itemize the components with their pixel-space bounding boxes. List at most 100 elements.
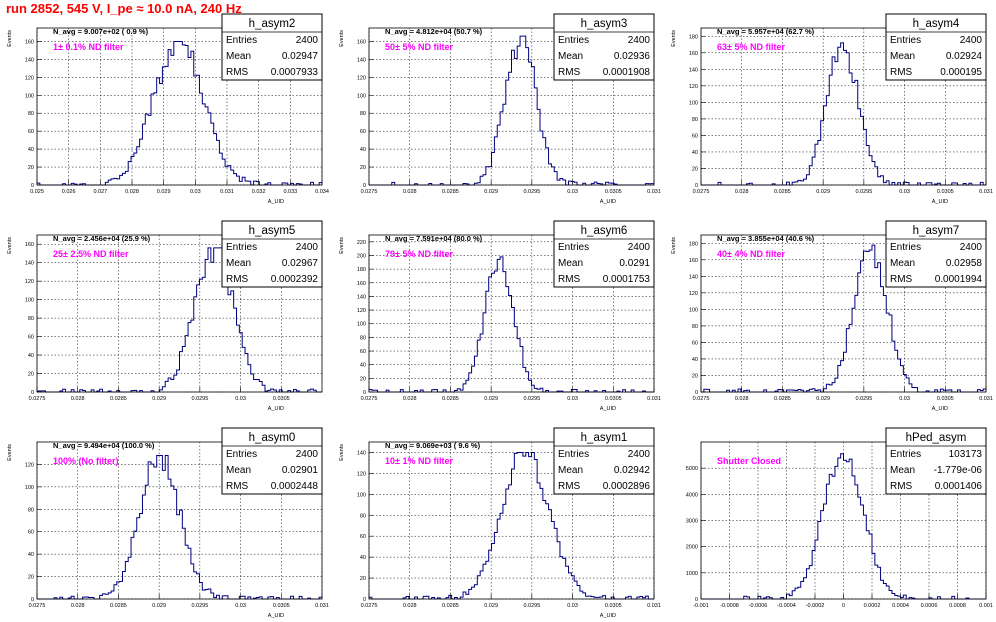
y-tick-label: 5000: [686, 466, 698, 472]
x-tick-label: 0.031: [647, 396, 661, 402]
x-tick-label: 0.028: [125, 189, 139, 195]
pad-h_asym5: 0.0275 0.028 0.0285 0.029 0.0295 0.03 0.0305 0 2…: [0, 207, 332, 414]
y-tick-label: 80: [360, 335, 366, 341]
y-tick-label: 100: [25, 485, 34, 491]
y-axis-label: Events: [7, 237, 13, 254]
stats-value-mean: 0.02936: [614, 51, 651, 62]
histogram-name: h_asym1: [581, 432, 628, 444]
histogram-line: [37, 454, 322, 600]
stats-key-rms: RMS: [558, 481, 581, 492]
x-tick-label: 0.031: [220, 189, 234, 195]
y-axis-label: Events: [7, 444, 13, 461]
stats-value-mean: 0.02958: [946, 258, 983, 269]
stats-key-rms: RMS: [890, 67, 913, 78]
filter-label: 50± 5% ND filter: [385, 42, 453, 52]
y-tick-label: 40: [692, 150, 698, 156]
x-tick-label: 0.031: [647, 189, 661, 195]
stats-box: hPed_asym Entries 103173 Mean -1.779e-06 RMS 0…: [885, 427, 987, 495]
y-tick-label: 100: [357, 93, 366, 99]
y-tick-label: 160: [25, 242, 34, 248]
y-tick-label: 3000: [686, 519, 698, 525]
x-tick-label: -0.0004: [777, 603, 796, 609]
y-tick-label: 0: [363, 597, 366, 603]
y-tick-label: 100: [25, 298, 34, 304]
y-tick-label: 160: [25, 39, 34, 45]
stats-key-rms: RMS: [226, 481, 249, 492]
y-tick-label: 40: [360, 555, 366, 561]
y-tick-label: 160: [357, 281, 366, 287]
stats-value-mean: 0.02967: [282, 258, 319, 269]
y-tick-label: 160: [689, 258, 698, 264]
stats-value-mean: 0.0291: [619, 258, 650, 269]
pad-h_asym3: 0.0275 0.028 0.0285 0.029 0.0295 0.03 0.0305 0.…: [332, 0, 664, 207]
n-avg-label: N_avg = 7.591e+04 (80.0 %): [385, 234, 483, 243]
stats-key-mean: Mean: [558, 258, 583, 269]
x-tick-label: 0.026: [62, 189, 76, 195]
stats-box: h_asym7 Entries 2400 Mean 0.02958 RMS 0.000199…: [885, 220, 987, 288]
y-tick-label: 180: [357, 267, 366, 273]
y-tick-label: 40: [692, 357, 698, 363]
x-axis-label: A_UID: [268, 199, 284, 205]
stats-box-frame: [553, 427, 655, 495]
n-avg-label: N_avg = 4.812e+04 (50.7 %): [385, 27, 483, 36]
stats-key-entries: Entries: [890, 35, 921, 46]
y-tick-label: 1000: [686, 571, 698, 577]
stats-box-frame: [221, 220, 323, 288]
pad-h_asym1: 0.0275 0.028 0.0285 0.029 0.0295 0.03 0.0305 0.…: [332, 414, 664, 621]
stats-value-rms: 0.0001406: [935, 481, 983, 492]
y-tick-label: 140: [25, 57, 34, 63]
pad-hPed_asym: -0.001 -0.0008 -0.0006 -0.0004 -0.0002 0 0.000…: [664, 414, 996, 621]
y-tick-label: 140: [689, 67, 698, 73]
y-tick-label: 0: [363, 183, 366, 189]
x-tick-label: 0.031: [979, 189, 993, 195]
stats-key-mean: Mean: [226, 465, 251, 476]
x-tick-label: 0.034: [315, 189, 329, 195]
x-tick-label: 0.029: [152, 603, 166, 609]
plot-frame: [368, 234, 655, 393]
x-tick-label: 0.03: [567, 603, 578, 609]
n-avg-label: N_avg = 2.456e+04 (25.9 %): [53, 234, 151, 243]
y-tick-label: 220: [357, 240, 366, 246]
y-tick-label: 80: [28, 111, 34, 117]
stats-value-entries: 2400: [960, 242, 983, 253]
x-tick-label: 0.0285: [110, 603, 127, 609]
y-tick-label: 80: [692, 117, 698, 123]
n-avg-label: N_avg = 9.069e+03 ( 9.6 %): [385, 441, 481, 450]
x-tick-label: 0.0275: [361, 189, 378, 195]
y-tick-label: 20: [28, 372, 34, 378]
x-axis-label: A_UID: [932, 199, 948, 205]
x-axis-label: A_UID: [600, 406, 616, 412]
y-tick-label: 40: [28, 353, 34, 359]
y-tick-label: 20: [28, 165, 34, 171]
x-axis-label: A_UID: [268, 406, 284, 412]
histogram-name: h_asym0: [249, 432, 296, 444]
stats-value-entries: 2400: [960, 35, 983, 46]
stats-value-entries: 103173: [949, 449, 983, 460]
n-avg-label: N_avg = 3.855e+04 (40.6 %): [717, 234, 815, 243]
stats-key-mean: Mean: [890, 51, 915, 62]
x-tick-label: 0.0305: [273, 603, 290, 609]
histogram-line: [369, 35, 654, 186]
plot-frame: [368, 27, 655, 186]
stats-key-entries: Entries: [226, 449, 257, 460]
stats-key-mean: Mean: [226, 258, 251, 269]
y-tick-label: 100: [689, 307, 698, 313]
grid-lines: [700, 235, 987, 393]
y-tick-label: 40: [28, 552, 34, 558]
filter-label: 100% (No filter): [53, 456, 119, 466]
y-tick-label: 60: [692, 133, 698, 139]
y-tick-label: 120: [25, 279, 34, 285]
x-tick-label: 0.028: [71, 603, 85, 609]
stats-key-entries: Entries: [226, 35, 257, 46]
stats-box-frame: [885, 220, 987, 288]
x-tick-label: 0.0285: [774, 396, 791, 402]
y-tick-label: 100: [25, 93, 34, 99]
y-axis-label: Events: [339, 444, 345, 461]
y-tick-label: 2000: [686, 545, 698, 551]
y-tick-label: 20: [692, 166, 698, 172]
plot-frame: [36, 441, 323, 600]
x-tick-label: 0.031: [647, 603, 661, 609]
y-tick-label: 80: [28, 507, 34, 513]
x-tick-label: 0.03: [899, 189, 910, 195]
stats-key-rms: RMS: [226, 274, 249, 285]
